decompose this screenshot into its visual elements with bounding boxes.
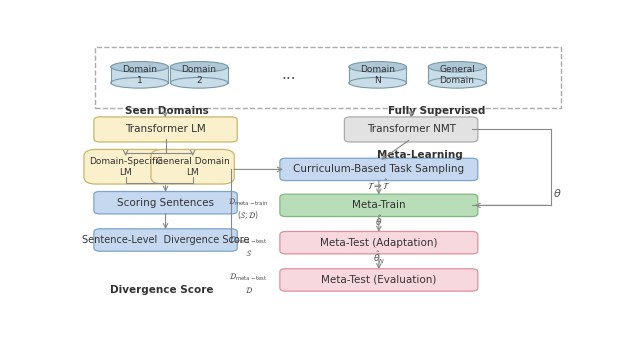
FancyBboxPatch shape [344, 117, 478, 142]
FancyBboxPatch shape [94, 192, 237, 214]
Text: Curriculum-Based Task Sampling: Curriculum-Based Task Sampling [293, 164, 465, 174]
Bar [111, 67, 168, 83]
Text: $\theta$: $\theta$ [554, 188, 562, 199]
Text: General Domain
LM: General Domain LM [156, 157, 230, 177]
Text: Meta-Learning: Meta-Learning [377, 150, 463, 160]
Text: Transformer LM: Transformer LM [125, 125, 206, 135]
Text: Meta-Train: Meta-Train [352, 200, 406, 210]
Text: Domain
N: Domain N [360, 65, 395, 85]
Text: Domain
2: Domain 2 [182, 65, 216, 85]
Text: Seen Domains: Seen Domains [125, 106, 209, 116]
Text: Domain-Specific
LM: Domain-Specific LM [89, 157, 163, 177]
Ellipse shape [349, 62, 406, 72]
Text: Fully Supervised: Fully Supervised [388, 106, 486, 116]
Text: $\mathcal{D}_{\mathrm{meta-test}}$
$\mathcal{D}$: $\mathcal{D}_{\mathrm{meta-test}}$ $\mat… [229, 272, 268, 295]
Text: Meta-Test (Adaptation): Meta-Test (Adaptation) [320, 238, 438, 248]
Text: Divergence Score: Divergence Score [110, 285, 214, 295]
Ellipse shape [428, 62, 486, 72]
Ellipse shape [170, 78, 228, 88]
FancyBboxPatch shape [280, 231, 478, 254]
Ellipse shape [428, 78, 486, 88]
FancyBboxPatch shape [280, 194, 478, 217]
Bar [170, 67, 228, 83]
Ellipse shape [170, 62, 228, 72]
Text: $\hat{\theta}$: $\hat{\theta}$ [376, 213, 383, 228]
Text: Meta-Test (Evaluation): Meta-Test (Evaluation) [321, 275, 436, 285]
FancyBboxPatch shape [94, 117, 237, 142]
Text: $\mathcal{D}_{\mathrm{meta-test}}$
$\mathcal{S}$: $\mathcal{D}_{\mathrm{meta-test}}$ $\mat… [229, 235, 268, 258]
Text: Sentence-Level  Divergence Score: Sentence-Level Divergence Score [82, 235, 250, 245]
Bar [349, 67, 406, 83]
Text: General
Domain: General Domain [439, 65, 475, 85]
Ellipse shape [111, 78, 168, 88]
Ellipse shape [349, 78, 406, 88]
FancyBboxPatch shape [280, 269, 478, 291]
Text: ...: ... [281, 67, 296, 82]
Text: Scoring Sentences: Scoring Sentences [117, 198, 214, 208]
Text: $\mathcal{T} \Rightarrow \hat{\mathcal{T}}$: $\mathcal{T} \Rightarrow \hat{\mathcal{T… [367, 177, 391, 192]
Text: $\mathcal{D}_{\mathrm{meta-train}}$
$(\mathcal{S};\mathcal{D})$: $\mathcal{D}_{\mathrm{meta-train}}$ $(\m… [228, 196, 269, 221]
FancyBboxPatch shape [84, 149, 167, 184]
FancyBboxPatch shape [151, 149, 234, 184]
Text: $\hat{\theta}_N$: $\hat{\theta}_N$ [373, 250, 385, 266]
Text: Transformer NMT: Transformer NMT [367, 125, 456, 135]
FancyBboxPatch shape [280, 158, 478, 181]
FancyBboxPatch shape [94, 229, 237, 251]
Text: Domain
1: Domain 1 [122, 65, 157, 85]
Ellipse shape [111, 62, 168, 72]
Bar [428, 67, 486, 83]
